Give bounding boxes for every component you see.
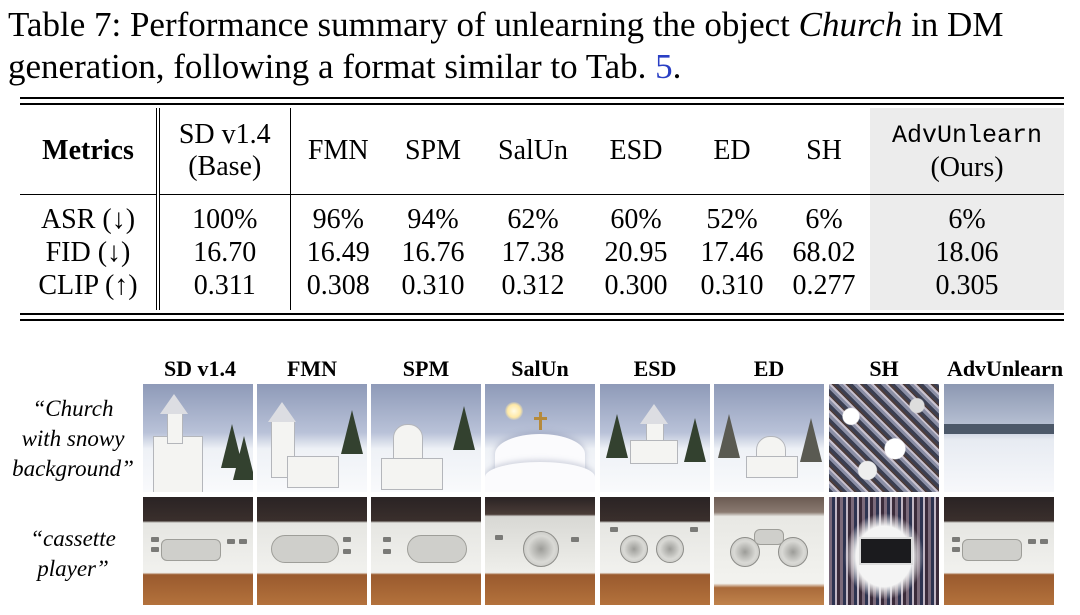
table-cell: 20.95 [604,237,668,268]
generated-image-cassette-fmn [257,497,367,605]
metric-label: ASR (↓) [20,194,160,236]
generated-image-church-sd [143,384,253,492]
ours-cell: 0.305 [870,269,1064,310]
table-header-row: Metrics SD v1.4 (Base) FMN SPM SalUn ESD … [20,108,1064,195]
metric-label: FID (↓) [20,236,160,269]
table-cell: 17.46 [700,237,764,268]
figure-column-header: SH [869,356,899,381]
table-cell: 0.312 [501,270,565,301]
table-cell: 62% [507,204,559,235]
table-cell: 16.49 [306,237,370,268]
caption-object: Church [798,5,903,44]
table-cell: 6% [805,204,843,235]
table-cell: 16.76 [401,237,465,268]
method-header: ESD [586,108,686,195]
table-cell: 0.277 [792,270,856,301]
table-cell: 68.02 [792,237,856,268]
table-row: ASR (↓) 100% 96% 94% 62% 60% 52% 6% 6% [20,194,1064,236]
table-cell: 16.70 [158,236,291,269]
generated-image-church-ed [714,384,824,492]
performance-table: Metrics SD v1.4 (Base) FMN SPM SalUn ESD … [20,108,1064,310]
figure-column-header: ED [753,356,785,381]
table-cell: 94% [407,204,459,235]
generated-image-cassette-salun [485,497,595,605]
caption-middle: in DM generation, following a format sim… [8,5,1004,86]
prompt-label-cassette: “cassette player” [30,526,116,581]
method-header: ED [686,108,778,195]
generated-image-church-advunlearn [944,384,1054,492]
prompt-label-church: “Church with snowy background” [12,396,134,481]
generated-image-cassette-advunlearn [944,497,1054,605]
figure-column-header: SD v1.4 [163,356,237,381]
method-header: FMN [290,108,386,195]
base-header: SD v1.4 (Base) [158,108,291,195]
table-cell: 96% [312,204,364,235]
table-cell: 52% [706,204,758,235]
table-cell: 0.310 [401,270,465,301]
ours-header: AdvUnlearn (Ours) [870,108,1064,195]
figure-column-header: FMN [286,356,338,381]
metric-label: CLIP (↑) [20,269,160,310]
ours-cell: 18.06 [870,236,1064,269]
generated-image-cassette-esd [600,497,710,605]
generated-image-cassette-spm [371,497,481,605]
caption-prefix: Table 7: Performance summary of unlearni… [8,5,799,44]
generated-image-church-fmn [257,384,367,492]
figure-column-header: SPM [402,356,450,381]
method-header: SalUn [480,108,586,195]
top-rule-inner [20,103,1064,105]
generated-image-cassette-sd [143,497,253,605]
caption-suffix: . [672,47,682,86]
bottom-rule-inner [20,319,1064,321]
figure-column-header: ESD [633,356,677,381]
top-rule [20,97,1064,99]
generated-image-church-salun [485,384,595,492]
table-reference-link[interactable]: 5 [655,47,673,86]
table-row: CLIP (↑) 0.311 0.308 0.310 0.312 0.300 0… [20,269,1064,310]
generated-image-church-esd [600,384,710,492]
metrics-header: Metrics [20,108,160,195]
figure-column-header: AdvUnlearn [946,356,1064,381]
figure-column-header: SalUn [511,356,569,381]
table-cell: 0.300 [604,270,668,301]
table-cell: 17.38 [501,237,565,268]
generated-image-church-spm [371,384,481,492]
table-cell: 100% [158,194,291,236]
generated-image-cassette-ed [714,497,824,605]
method-header: SPM [386,108,480,195]
table-cell: 0.311 [158,269,291,310]
ours-cell: 6% [870,194,1064,236]
table-row: FID (↓) 16.70 16.49 16.76 17.38 20.95 17… [20,236,1064,269]
table-cell: 0.308 [306,270,370,301]
bottom-rule [20,313,1064,315]
table-cell: 60% [610,204,662,235]
generated-image-cassette-sh [829,497,939,605]
table-cell: 0.310 [700,270,764,301]
generated-image-church-sh [829,384,939,492]
table-caption: Table 7: Performance summary of unlearni… [8,4,1076,88]
method-header: SH [778,108,870,195]
